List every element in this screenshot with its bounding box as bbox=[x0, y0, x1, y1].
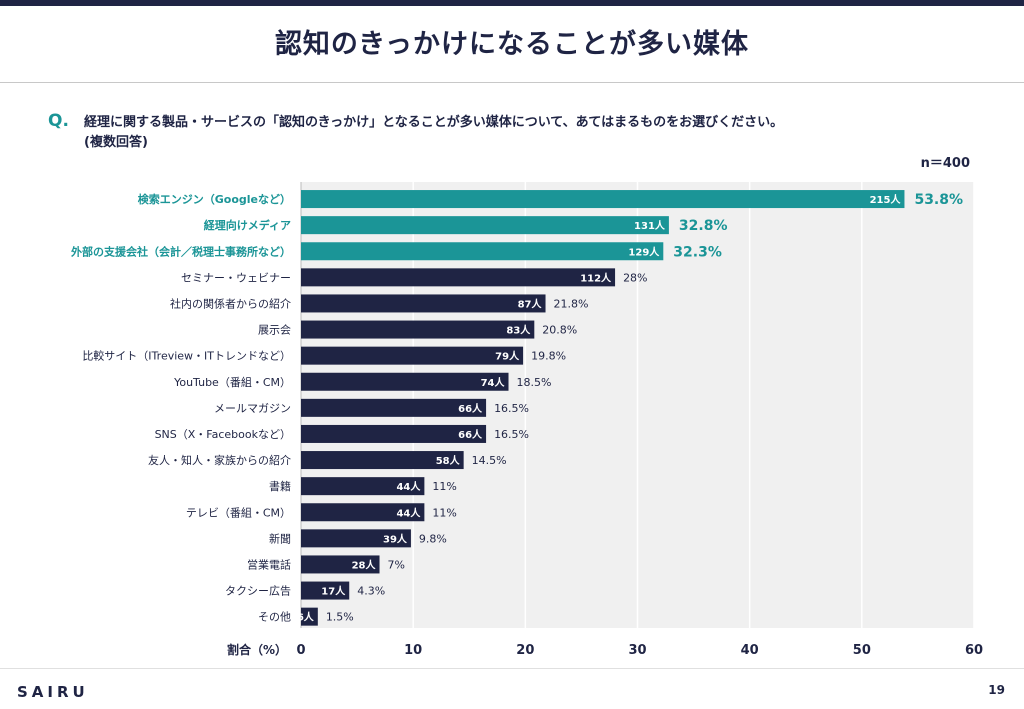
value-label: 1.5% bbox=[326, 611, 354, 624]
bar-chart: 検索エンジン（Googleなど） 215人 53.8% 経理向けメディア 131人 32.… bbox=[70, 182, 983, 658]
value-label: 11% bbox=[432, 506, 456, 519]
count-label: 74人 bbox=[481, 376, 506, 389]
bar bbox=[301, 581, 350, 600]
question-line-2: (複数回答) bbox=[84, 135, 148, 150]
category-label: 経理向けメディア bbox=[204, 218, 291, 232]
category-label: 社内の関係者からの紹介 bbox=[170, 296, 291, 310]
category-label: YouTube（番組・CM） bbox=[173, 376, 291, 389]
count-label: 66人 bbox=[458, 402, 483, 415]
question-mark: Q. bbox=[48, 111, 69, 131]
value-label: 16.5% bbox=[494, 402, 529, 415]
value-label: 32.3% bbox=[673, 244, 722, 260]
count-label: 58人 bbox=[436, 454, 461, 467]
category-label: SNS（X・Facebookなど） bbox=[155, 428, 291, 441]
value-label: 53.8% bbox=[914, 192, 963, 208]
count-label: 215人 bbox=[870, 193, 902, 206]
bar bbox=[301, 398, 487, 417]
category-label: 営業電話 bbox=[247, 557, 291, 571]
category-label: 新聞 bbox=[269, 531, 291, 545]
category-label: 友人・知人・家族からの紹介 bbox=[148, 453, 291, 467]
count-label: 39人 bbox=[383, 532, 408, 545]
value-label: 20.8% bbox=[542, 324, 577, 337]
count-label: 17人 bbox=[321, 585, 346, 598]
page-title: 認知のきっかけになることが多い媒体 bbox=[274, 29, 750, 60]
category-label: テレビ（番組・CM） bbox=[186, 506, 291, 519]
count-label: 83人 bbox=[506, 324, 531, 337]
category-label: 検索エンジン（Googleなど） bbox=[138, 192, 291, 206]
footer-divider bbox=[0, 668, 1024, 669]
count-label: 112人 bbox=[580, 271, 612, 284]
value-label: 28% bbox=[623, 271, 647, 284]
value-label: 19.8% bbox=[531, 350, 566, 363]
bar bbox=[301, 216, 669, 235]
value-label: 4.3% bbox=[357, 585, 385, 598]
value-label: 9.8% bbox=[419, 532, 447, 545]
bar bbox=[301, 346, 524, 365]
bar bbox=[301, 268, 616, 287]
x-axis-label: 割合（%） bbox=[227, 642, 287, 657]
count-label: 66人 bbox=[458, 428, 483, 441]
category-label: 外部の支援会社（会計／税理士事務所など） bbox=[70, 244, 291, 258]
question-line-1: 経理に関する製品・サービスの「認知のきっかけ」となることが多い媒体について、あて… bbox=[84, 115, 784, 130]
value-label: 7% bbox=[388, 558, 405, 571]
company-logo: SAIRU bbox=[17, 683, 89, 701]
bar bbox=[301, 477, 425, 496]
question-text: 経理に関する製品・サービスの「認知のきっかけ」となることが多い媒体について、あて… bbox=[84, 113, 984, 153]
bar bbox=[301, 451, 464, 470]
category-label: その他 bbox=[258, 611, 291, 624]
x-tick-label: 30 bbox=[628, 643, 646, 658]
bar bbox=[301, 503, 425, 522]
bar bbox=[301, 242, 664, 261]
x-tick-label: 60 bbox=[965, 643, 983, 658]
x-tick-label: 50 bbox=[853, 643, 871, 658]
x-tick-label: 0 bbox=[296, 643, 305, 658]
x-tick-label: 40 bbox=[741, 643, 759, 658]
count-label: 44人 bbox=[396, 506, 421, 519]
count-label: 6人 bbox=[297, 611, 315, 624]
x-tick-label: 20 bbox=[516, 643, 534, 658]
value-label: 16.5% bbox=[494, 428, 529, 441]
count-label: 129人 bbox=[628, 245, 660, 258]
bar bbox=[301, 424, 487, 443]
value-label: 18.5% bbox=[517, 376, 552, 389]
value-label: 11% bbox=[432, 480, 456, 493]
title-divider bbox=[0, 82, 1024, 83]
value-label: 14.5% bbox=[472, 454, 507, 467]
sample-size: n＝400 bbox=[920, 156, 970, 171]
bar bbox=[301, 607, 318, 626]
bar bbox=[301, 190, 905, 209]
category-label: 展示会 bbox=[258, 324, 291, 337]
x-tick-label: 10 bbox=[404, 643, 422, 658]
category-label: 比較サイト（ITreview・ITトレンドなど） bbox=[82, 349, 291, 363]
bar bbox=[301, 555, 380, 574]
count-label: 87人 bbox=[518, 297, 543, 310]
category-label: タクシー広告 bbox=[225, 585, 291, 598]
bar bbox=[301, 372, 509, 391]
bar bbox=[301, 320, 535, 339]
page-number: 19 bbox=[988, 683, 1005, 697]
top-accent-bar bbox=[0, 0, 1024, 6]
count-label: 28人 bbox=[352, 558, 377, 571]
count-label: 44人 bbox=[396, 480, 421, 493]
value-label: 32.8% bbox=[679, 218, 728, 234]
bar bbox=[301, 529, 411, 548]
count-label: 79人 bbox=[495, 350, 520, 363]
count-label: 131人 bbox=[634, 219, 666, 232]
category-label: 書籍 bbox=[269, 479, 291, 493]
bar bbox=[301, 294, 546, 313]
value-label: 21.8% bbox=[554, 297, 589, 310]
category-label: セミナー・ウェビナー bbox=[181, 271, 291, 284]
category-label: メールマガジン bbox=[214, 402, 291, 415]
